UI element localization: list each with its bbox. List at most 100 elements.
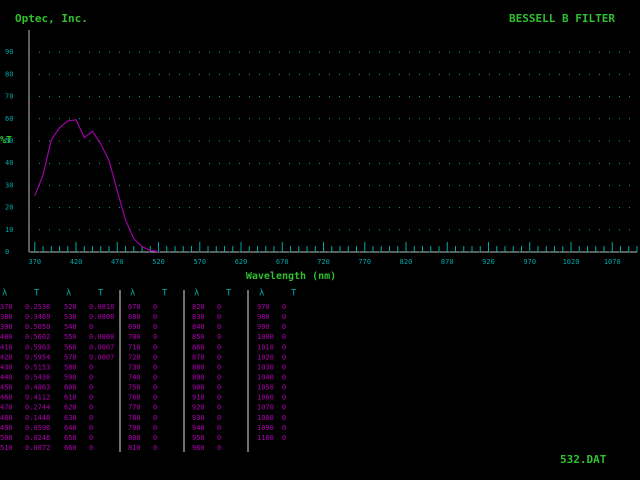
transmission: 0.2744 xyxy=(25,404,50,412)
wavelength: 640 xyxy=(64,424,77,432)
y-tick-label: 80 xyxy=(5,70,13,78)
x-tick-label: 520 xyxy=(152,258,165,266)
transmission: 0 xyxy=(153,384,157,392)
transmission: 0 xyxy=(217,384,221,392)
wavelength: 480 xyxy=(0,414,13,422)
wavelength: 920 xyxy=(192,404,205,412)
transmission: 0 xyxy=(89,414,93,422)
wavelength: 440 xyxy=(0,373,13,381)
wavelength: 790 xyxy=(128,424,141,432)
x-tick-label: 570 xyxy=(193,258,206,266)
transmission: 0 xyxy=(153,343,157,351)
wavelength: 830 xyxy=(192,313,205,321)
wavelength: 670 xyxy=(128,303,141,311)
x-tick-label: 1020 xyxy=(563,258,580,266)
file-name: 532.DAT xyxy=(560,453,607,466)
transmission: 0.4863 xyxy=(25,384,50,392)
transmission: 0 xyxy=(89,424,93,432)
x-tick-label: 970 xyxy=(523,258,536,266)
wavelength: 940 xyxy=(192,424,205,432)
transmission: 0 xyxy=(217,353,221,361)
transmission: 0 xyxy=(217,323,221,331)
transmission: 0 xyxy=(217,303,221,311)
transmission: 0 xyxy=(217,394,221,402)
wavelength: 810 xyxy=(128,444,141,452)
transmission: 0.5903 xyxy=(25,343,50,351)
transmission: 0.5153 xyxy=(25,363,50,371)
transmission: 0 xyxy=(217,343,221,351)
wavelength: 760 xyxy=(128,394,141,402)
transmission: 0 xyxy=(282,384,286,392)
column-header: λ xyxy=(130,289,136,299)
wavelength: 460 xyxy=(0,394,13,402)
wavelength: 930 xyxy=(192,414,205,422)
wavelength: 1040 xyxy=(257,373,274,381)
transmission: 0 xyxy=(153,323,157,331)
y-tick-label: 50 xyxy=(5,137,13,145)
x-tick-label: 870 xyxy=(441,258,454,266)
wavelength: 620 xyxy=(64,404,77,412)
transmission: 0 xyxy=(89,394,93,402)
wavelength: 1000 xyxy=(257,333,274,341)
wavelength: 990 xyxy=(257,323,270,331)
transmission: 0 xyxy=(217,373,221,381)
wavelength: 800 xyxy=(128,434,141,442)
filter-name: BESSELL B FILTER xyxy=(509,12,615,25)
transmission: 0 xyxy=(217,424,221,432)
x-tick-label: 720 xyxy=(317,258,330,266)
wavelength: 430 xyxy=(0,363,13,371)
column-header: λ xyxy=(66,289,72,299)
transmission: 0 xyxy=(89,384,93,392)
wavelength: 1100 xyxy=(257,434,274,442)
transmission: 0 xyxy=(282,323,286,331)
transmission: 0 xyxy=(217,363,221,371)
transmission: 0 xyxy=(153,303,157,311)
wavelength: 1070 xyxy=(257,404,274,412)
transmission: 0 xyxy=(282,333,286,341)
wavelength: 720 xyxy=(128,353,141,361)
wavelength: 400 xyxy=(0,333,13,341)
wavelength: 450 xyxy=(0,384,13,392)
transmission: 0 xyxy=(282,394,286,402)
transmission: 0 xyxy=(282,424,286,432)
wavelength: 840 xyxy=(192,323,205,331)
transmission: 0 xyxy=(153,394,157,402)
wavelength: 470 xyxy=(0,404,13,412)
wavelength: 700 xyxy=(128,333,141,341)
wavelength: 850 xyxy=(192,333,205,341)
transmission: 0 xyxy=(282,363,286,371)
wavelength: 370 xyxy=(0,303,13,311)
wavelength: 610 xyxy=(64,394,77,402)
wavelength: 770 xyxy=(128,404,141,412)
wavelength: 740 xyxy=(128,373,141,381)
wavelength: 860 xyxy=(192,343,205,351)
transmission: 0.0007 xyxy=(89,353,114,361)
transmission: 0.5954 xyxy=(25,353,50,361)
column-header: T xyxy=(162,289,168,299)
transmission: 0 xyxy=(282,434,286,442)
column-header: T xyxy=(34,289,40,299)
transmission: 0 xyxy=(153,353,157,361)
wavelength: 1050 xyxy=(257,384,274,392)
transmission: 0.3469 xyxy=(25,313,50,321)
wavelength: 1080 xyxy=(257,414,274,422)
transmission: 0 xyxy=(89,444,93,452)
wavelength: 1030 xyxy=(257,363,274,371)
transmission: 0 xyxy=(282,373,286,381)
transmission: 0 xyxy=(217,404,221,412)
y-tick-label: 20 xyxy=(5,204,13,212)
transmission: 0 xyxy=(89,373,93,381)
wavelength: 540 xyxy=(64,323,77,331)
transmission: 0 xyxy=(217,313,221,321)
wavelength: 960 xyxy=(192,444,205,452)
wavelength: 890 xyxy=(192,373,205,381)
wavelength: 970 xyxy=(257,303,270,311)
wavelength: 900 xyxy=(192,384,205,392)
wavelength: 980 xyxy=(257,313,270,321)
transmission: 0 xyxy=(217,333,221,341)
transmission: 0 xyxy=(282,303,286,311)
y-tick-label: 10 xyxy=(5,226,13,234)
transmission: 0.0018 xyxy=(89,303,114,311)
wavelength: 1020 xyxy=(257,353,274,361)
